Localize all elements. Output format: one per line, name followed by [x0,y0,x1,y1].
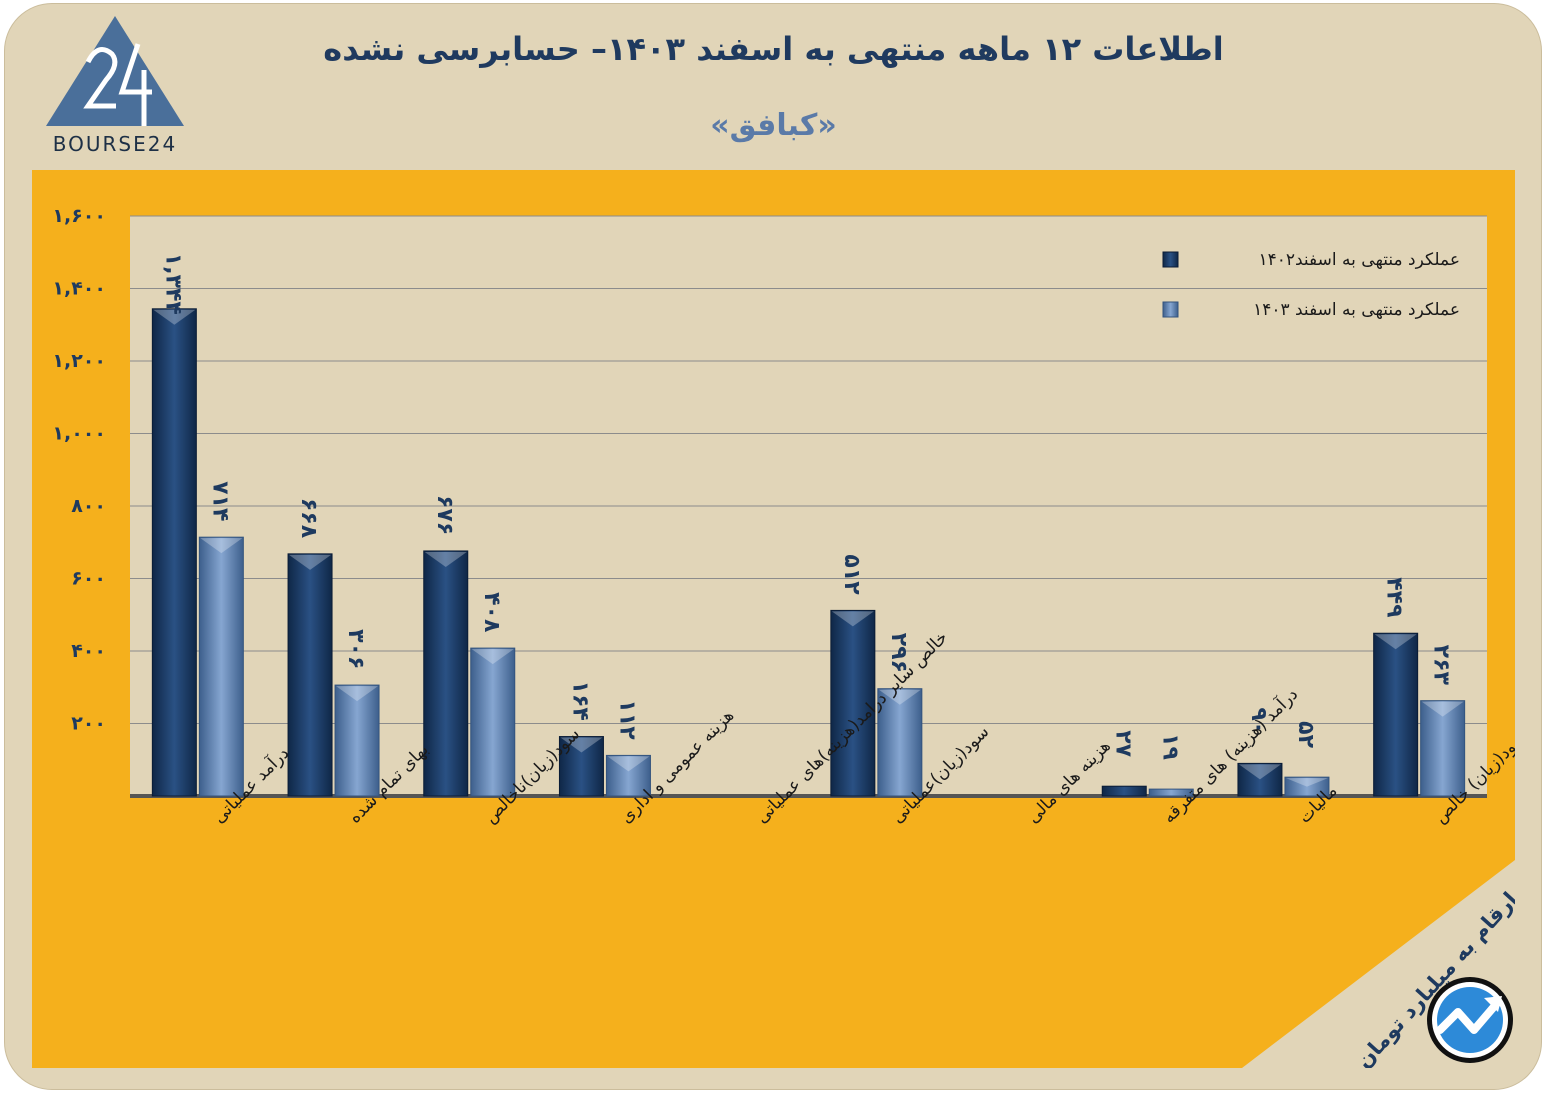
data-label: ۹۰ [1246,707,1271,734]
bar-series1 [423,550,469,797]
bar-bevel [471,649,514,665]
bar-series1 [558,736,604,797]
bar-series2 [877,688,923,797]
y-tick-label: ۱,۴۰۰ [52,278,106,300]
y-tick-label: ۲۰۰ [71,713,106,735]
data-label: ۱۹ [1157,733,1182,760]
bar-bevel [1421,701,1464,717]
data-label: ۴۰۸ [479,592,504,633]
data-label: ۴۴۹ [1382,577,1407,617]
page-title: اطلاعات ۱۲ ماهه منتهی به اسفند ۱۴۰۳– حسا… [323,30,1224,68]
bar-bevel [878,689,921,705]
data-label: ۳۰۶ [343,629,368,669]
bar-series2 [470,647,516,797]
data-label: ۵۱۲ [839,554,864,595]
bar-series2 [1284,776,1330,797]
data-label: ۱۶۴ [567,681,592,721]
data-label: ۵۲ [1293,721,1318,748]
y-tick-label: ۶۰۰ [71,568,106,590]
chart-panel: ۲۰۰ ۴۰۰ ۶۰۰ ۸۰۰ ۱,۰۰۰ ۱,۲۰۰ ۱,۴۰۰ ۱,۶۰۰ ۱,۳۴۴ ۷۱… [32,170,1515,1068]
bar-bevel [560,737,603,753]
data-label: ۶۶۸ [296,498,321,539]
bar-series1 [830,609,876,797]
data-label: ۲۷ [1110,730,1135,757]
data-label: ۶۷۶ [432,495,457,535]
bar-series2 [605,754,651,797]
bar-series1 [1101,785,1147,797]
bar-series2 [1148,788,1194,797]
bar-chart: ۲۰۰ ۴۰۰ ۶۰۰ ۸۰۰ ۱,۰۰۰ ۱,۲۰۰ ۱,۴۰۰ ۱,۶۰۰ ۱,۳۴۴ ۷۱… [52,205,1515,1068]
legend-swatch [1162,251,1179,268]
data-label: ۷۱۴ [207,481,232,521]
legend-label: عملکرد منتهی به اسفند ۱۴۰۳ [1253,300,1460,320]
bar-bevel [200,538,243,554]
bar-bevel [153,309,196,325]
bar-bevel [289,554,332,570]
trend-logo-icon [1427,977,1513,1063]
bar-bevel [607,756,650,772]
data-label: ۲۶۳ [1429,645,1454,686]
bar-bevel [831,611,874,627]
data-label: ۱۱۲ [614,699,639,740]
legend-label: عملکرد منتهی به اسفند۱۴۰۲ [1258,250,1460,270]
y-tick-label: ۱,۶۰۰ [52,205,106,227]
bar-series1 [1373,632,1419,797]
logo-text: BOURSE24 [52,132,178,156]
legend-swatch [1162,301,1179,318]
bar-series1 [1237,762,1283,797]
bar-series1 [151,308,197,797]
page-subtitle: «کبافق» [710,108,837,143]
bar-bevel [1285,778,1328,787]
y-tick-label: ۸۰۰ [71,495,106,517]
bourse24-logo-icon [46,16,184,126]
bar-series2 [334,684,380,797]
bar-series2 [198,536,244,797]
bar-series2 [1420,700,1466,797]
bar-bevel [424,551,467,567]
y-tick-label: ۱,۲۰۰ [52,350,106,372]
data-label: ۲۹۶ [886,633,911,673]
bar-series1 [287,553,333,797]
y-tick-label: ۱,۰۰۰ [52,423,106,445]
data-label: ۱,۳۴۴ [160,253,185,315]
y-tick-label: ۴۰۰ [71,640,106,662]
bar-bevel [1238,764,1281,780]
bar-bevel [336,686,379,702]
bar-bevel [1374,634,1417,650]
